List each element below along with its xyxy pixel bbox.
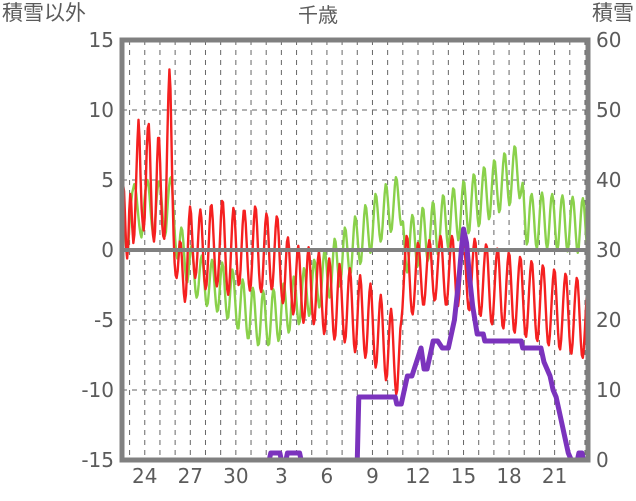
y-axis-tick-right: 40 [596, 168, 622, 192]
right-axis-title: 積雪 [592, 1, 634, 25]
chart-title: 千歳 [298, 3, 338, 27]
plot-frame [119, 37, 591, 463]
y-axis-tick-right: 60 [596, 28, 622, 52]
y-axis-tick-left: -10 [81, 378, 114, 402]
y-axis-tick-left: 10 [88, 98, 114, 122]
x-axis-tick: 12 [405, 464, 431, 488]
y-axis-tick-left: 15 [88, 28, 114, 52]
y-axis-tick-left: -5 [94, 308, 114, 332]
y-axis-tick-right: 50 [596, 98, 622, 122]
series-red-line [120, 68, 590, 396]
left-axis-title: 積雪以外 [2, 1, 86, 25]
x-axis-tick: 21 [541, 464, 568, 488]
y-axis-tick-right: 30 [596, 238, 622, 262]
y-axis-tick-left: 5 [101, 168, 114, 192]
x-axis-tick: 27 [177, 464, 204, 488]
y-axis-tick-right: 10 [596, 378, 622, 402]
y-axis-tick-right: 20 [596, 308, 622, 332]
x-axis-tick: 30 [223, 464, 249, 488]
y-axis-tick-right: 0 [596, 448, 609, 472]
x-axis-tick: 15 [450, 464, 477, 488]
series-green-line [120, 145, 590, 347]
x-axis-tick: 9 [366, 464, 379, 488]
x-axis-tick: 6 [320, 464, 334, 488]
x-axis-tick: 18 [496, 464, 522, 488]
x-axis-tick: 3 [275, 464, 288, 488]
y-axis-tick-left: 0 [101, 238, 114, 262]
x-axis-tick: 24 [132, 464, 158, 488]
y-axis-tick-left: -15 [81, 448, 114, 472]
